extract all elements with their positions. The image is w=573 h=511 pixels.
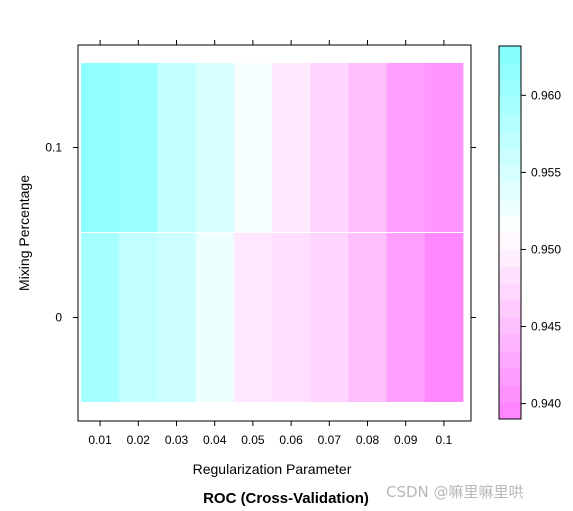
colorbar-tick-label: 0.945 <box>531 320 561 334</box>
x-tick-label: 0.05 <box>241 433 265 447</box>
colorbar-segment <box>499 385 521 403</box>
x-tick-label: 0.02 <box>127 433 151 447</box>
y-tick-label: 0.1 <box>45 141 62 155</box>
colorbar-tick-label: 0.955 <box>531 165 561 179</box>
plot-panel-border <box>77 44 472 422</box>
watermark: CSDN @嘛里嘛里哄 <box>386 483 524 501</box>
heatmap-cell <box>119 233 158 402</box>
x-tick-label: 0.07 <box>318 433 342 447</box>
heatmap-cell <box>157 233 196 402</box>
x-tick-label: 0.03 <box>165 433 189 447</box>
colorbar-segment <box>499 249 521 267</box>
x-tick-label: 0.06 <box>279 433 303 447</box>
x-tick-label: 0.1 <box>436 433 453 447</box>
colorbar-border <box>498 45 522 420</box>
heatmap-cell <box>424 233 464 402</box>
y-tick-label: 0 <box>55 311 62 325</box>
heatmap-cell <box>81 63 120 232</box>
colorbar: 0.940 0.945 0.950 0.955 0.960 <box>498 45 561 420</box>
heatmap-cell <box>195 233 235 402</box>
colorbar-segment <box>499 368 521 386</box>
colorbar-segment <box>499 283 521 301</box>
x-tick-label: 0.09 <box>394 433 418 447</box>
heatmap-cell <box>233 63 273 232</box>
colorbar-segment <box>499 147 521 165</box>
colorbar-segment <box>499 130 521 149</box>
colorbar-segment <box>499 266 521 284</box>
heatmap-cell <box>386 233 426 402</box>
colorbar-segment <box>499 164 521 182</box>
y-axis-title: Mixing Percentage <box>16 175 32 291</box>
heatmap-cell <box>81 233 120 402</box>
heatmap-cell <box>272 63 311 232</box>
colorbar-segment <box>499 334 521 352</box>
colorbar-segment <box>499 79 521 98</box>
colorbar-segment <box>499 215 521 233</box>
colorbar-segment <box>499 402 521 420</box>
axis-ticks: 0.01 0.02 0.03 0.04 0.05 0.06 0.07 0.08 0.09 0.1 0… <box>45 40 476 447</box>
colorbar-segment <box>499 232 521 250</box>
colorbar-segment <box>499 113 521 132</box>
colorbar-segment <box>499 62 521 81</box>
colorbar-tick-label: 0.960 <box>531 88 561 102</box>
heatmap-cell <box>424 63 464 232</box>
heatmap-cell <box>348 233 387 402</box>
heatmap-cell <box>348 63 387 232</box>
colorbar-segment <box>499 198 521 216</box>
x-axis-title: Regularization Parameter <box>193 461 352 477</box>
heatmap-cell <box>119 63 158 232</box>
colorbar-segment <box>499 46 521 64</box>
heatmap-cell <box>386 63 426 232</box>
heatmap-cell <box>272 233 311 402</box>
colorbar-tick-label: 0.950 <box>531 242 561 256</box>
colorbar-segment <box>499 96 521 115</box>
heatmap-cell <box>310 233 349 402</box>
colorbar-segment <box>499 351 521 369</box>
heatmap-cell <box>195 63 235 232</box>
x-tick-label: 0.08 <box>356 433 380 447</box>
colorbar-tick-label: 0.940 <box>531 397 561 411</box>
x-tick-label: 0.01 <box>88 433 112 447</box>
colorbar-segment <box>499 300 521 318</box>
colorbar-segment <box>499 181 521 199</box>
colorbar-segment <box>499 317 521 335</box>
x-tick-label: 0.04 <box>203 433 227 447</box>
heatmap-cell <box>157 63 196 232</box>
heatmap-cell <box>310 63 349 232</box>
heatmap-cells <box>81 63 464 402</box>
heatmap-cell <box>233 233 273 402</box>
chart-title: ROC (Cross-Validation) <box>203 490 369 507</box>
